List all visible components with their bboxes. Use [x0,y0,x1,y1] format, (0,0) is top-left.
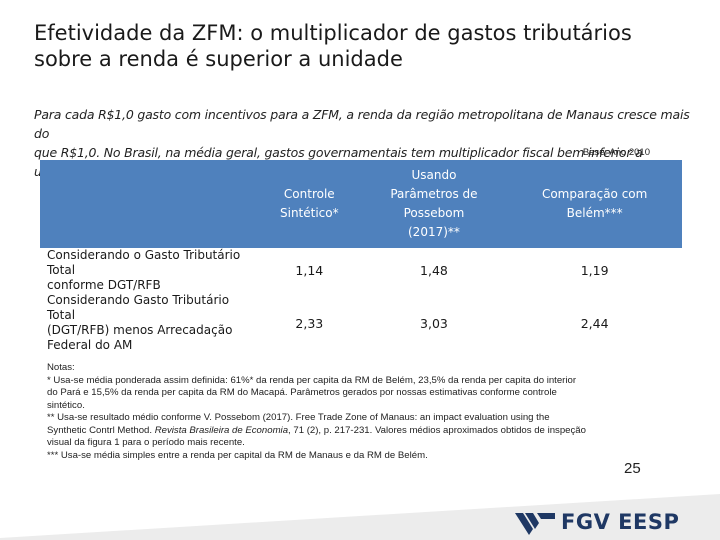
page-number: 25 [624,460,641,477]
header-blank-cell [40,160,258,248]
table-row: Considerando Gasto Tributário Total (DGT… [40,293,682,353]
note-2-line: ** Usa-se resultado médio conforme V. Po… [47,412,550,423]
note-3-line: *** Usa-se média simples entre a renda p… [47,449,428,461]
table-cell: 1,14 [295,263,324,278]
page-title: Efetividade da ZFM: o multiplicador de g… [34,20,694,72]
table-cell: 2,33 [295,315,324,331]
note-2-text: Synthetic Contrl Method. [47,424,155,436]
notes-heading: Notas: [47,362,75,373]
table-cell: 3,03 [420,315,448,331]
header-possebom: Usando Parâmetros de Possebom (2017)** [360,160,508,248]
base-year-note: Base: Ano 2010 [582,147,650,158]
header-comparacao-belem: Comparação com Belém*** [507,160,682,248]
row-label-line: conforme DGT/RFB [47,278,161,292]
header-line: Controle [283,187,335,201]
logo-text: FGV EESP [561,510,680,534]
row-label-line: (DGT/RFB) menos Arrecadação [47,323,233,337]
note-2-line: Synthetic Contrl Method. Revista Brasile… [47,425,672,438]
footer-band [0,494,720,540]
row-label-line: Considerando o Gasto Tributário Total [47,248,241,277]
page-title-line-2: sobre a renda é superior a unidade [34,47,403,71]
row-label: Considerando Gasto Tributário Total (DGT… [40,293,258,353]
note-2-line: visual da figura 1 para o período mais r… [47,437,245,448]
header-line: Possebom [403,206,465,220]
note-1-line: do Pará e 15,5% da renda per capita da R… [47,387,557,398]
header-line: Parâmetros de [390,187,478,201]
header-line: Belém*** [566,206,623,220]
table-cell: 1,19 [580,263,609,278]
journal-title: Revista Brasileira de Economia [154,424,289,436]
notes-section: Notas: * Usa-se média ponderada assim de… [47,362,672,462]
table-cell: 1,48 [420,263,448,278]
note-1-line: sintético. [47,399,85,411]
row-label: Considerando o Gasto Tributário Total co… [40,248,258,293]
note-2-text: , 71 (2), p. 217-231. Valores médios apr… [288,424,586,436]
fgv-eesp-logo: FGV EESP [515,508,679,536]
fgv-chevron-icon [515,513,555,535]
table-row: Considerando o Gasto Tributário Total co… [40,248,682,293]
header-line: Sintético* [280,206,339,220]
row-label-line: Federal do AM [47,338,133,352]
header-line: Comparação com [541,187,648,201]
row-label-line: Considerando Gasto Tributário Total [47,293,230,322]
results-table: Controle Sintético* Usando Parâmetros de… [40,160,682,353]
page-title-line-1: Efetividade da ZFM: o multiplicador de g… [34,21,632,45]
subtitle-line-1: Para cada R$1,0 gasto com incentivos par… [34,107,690,141]
header-line: Usando [411,168,457,182]
table-cell: 2,44 [580,315,609,331]
footer-gray-shape [0,494,720,540]
header-controle-sintetico: Controle Sintético* [258,160,361,248]
table-header-row: Controle Sintético* Usando Parâmetros de… [40,160,682,248]
header-line: (2017)** [408,225,460,239]
note-1-line: * Usa-se média ponderada assim definida:… [47,374,577,386]
